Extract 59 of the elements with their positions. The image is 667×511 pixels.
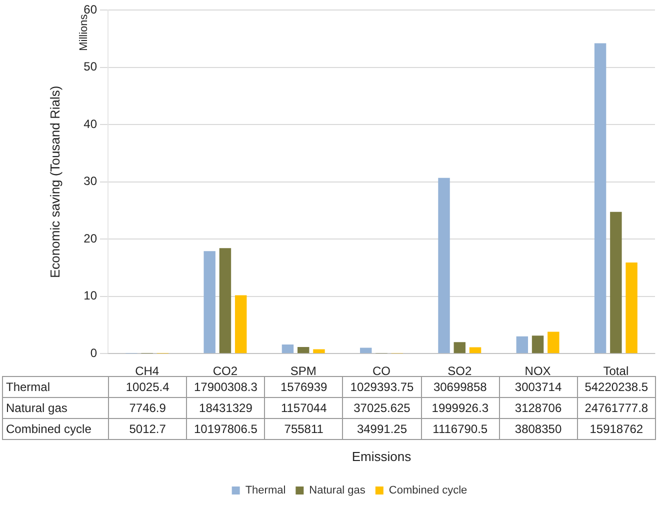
bar xyxy=(548,332,560,354)
x-tick-label: CO2 xyxy=(212,364,238,378)
x-tick-label: NOX xyxy=(524,364,551,378)
text: 30699858 xyxy=(433,380,487,394)
bar xyxy=(610,212,622,354)
x-tick-label: SPM xyxy=(290,364,316,378)
bar xyxy=(204,251,216,354)
text: 1029393.75 xyxy=(350,380,414,394)
bar xyxy=(516,336,528,354)
text: 18431329 xyxy=(186,397,265,418)
text: 755811 xyxy=(264,418,343,440)
bar xyxy=(454,342,466,354)
y-tick-label: 40 xyxy=(84,116,98,131)
text: 54220238.5 xyxy=(584,380,648,394)
text: 1157044 xyxy=(264,397,343,418)
text: 1576939 xyxy=(280,380,328,394)
bar xyxy=(297,346,310,354)
text: 5012.7 xyxy=(108,418,187,440)
text: 10025.4 xyxy=(126,380,170,394)
y-axis-title: Economic saving (Tousand Rials) xyxy=(47,86,62,278)
text: 3808350 xyxy=(499,418,578,440)
legend-label: Combined cycle xyxy=(388,484,468,497)
bar xyxy=(594,43,606,354)
bar xyxy=(313,349,325,354)
text: 1116790.5 xyxy=(421,418,500,440)
text: 17900308.3 xyxy=(194,380,258,394)
bar xyxy=(626,262,638,354)
text: Thermal xyxy=(6,380,50,394)
bar xyxy=(532,336,544,354)
legend-label: Thermal xyxy=(245,484,286,497)
bar xyxy=(438,178,450,354)
bar xyxy=(282,344,294,354)
y-tick-label: 30 xyxy=(84,174,98,188)
text: 10197806.5 xyxy=(186,418,265,440)
text: 7746.9 xyxy=(108,397,187,418)
bar xyxy=(219,248,232,354)
bar xyxy=(469,347,482,354)
text: 3128706 xyxy=(499,397,578,418)
legend-label: Natural gas xyxy=(309,484,366,497)
text: Emissions xyxy=(352,448,412,464)
y-tick-label: 50 xyxy=(84,60,98,74)
text: 3003714 xyxy=(514,380,562,394)
bar xyxy=(234,295,247,354)
x-tick-label: SO2 xyxy=(448,364,472,378)
text: 15918762 xyxy=(577,418,656,440)
text: 24761777.8 xyxy=(577,397,656,418)
text: 1999926.3 xyxy=(421,397,500,418)
y-tick-label: 10 xyxy=(84,288,98,303)
x-tick-label: Total xyxy=(603,364,629,378)
y-tick-label: 0 xyxy=(90,346,98,360)
text: Combined cycle xyxy=(6,422,92,436)
text: 37025.625 xyxy=(342,397,422,418)
y-tick-label: 20 xyxy=(84,231,98,246)
text: 34991.25 xyxy=(342,418,422,440)
x-tick-label: CO xyxy=(372,364,390,378)
x-tick-label: CH4 xyxy=(135,364,160,378)
text: Millions xyxy=(78,14,90,51)
bar xyxy=(360,348,372,354)
text: Natural gas xyxy=(6,400,68,415)
